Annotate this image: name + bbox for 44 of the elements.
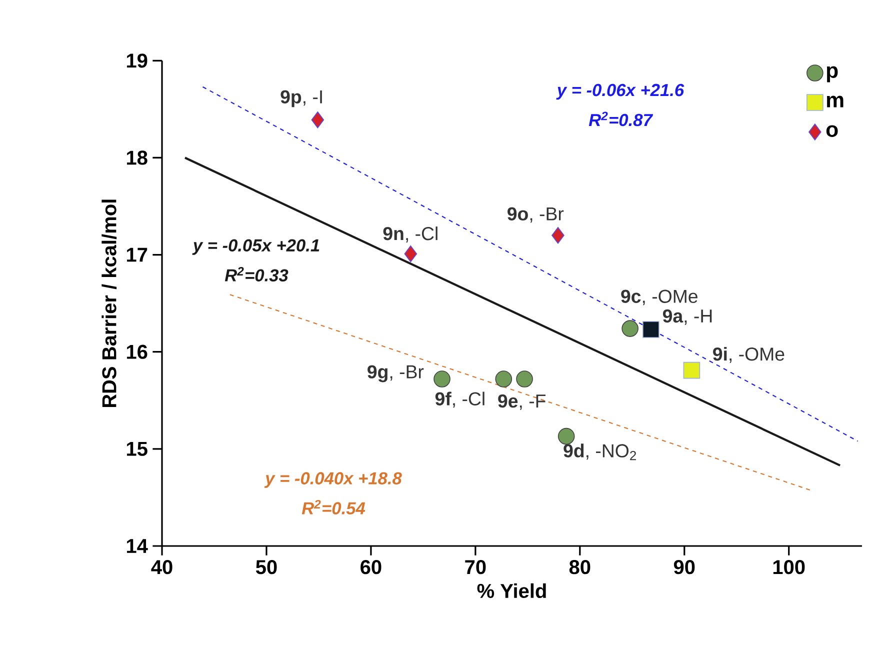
x-tick-label: 100	[773, 560, 805, 574]
text: y = -0.040x +18.8	[264, 472, 402, 488]
x-tick-label: 50	[256, 560, 277, 574]
point	[683, 362, 700, 379]
text: y = -0.06x +21.6	[556, 84, 684, 100]
point	[516, 370, 533, 388]
series-label: y = -0.05x +20.1	[192, 239, 320, 255]
annotation: 9i, -OMe	[713, 347, 784, 363]
point	[558, 428, 575, 445]
point	[495, 370, 512, 388]
annotation: 9o, -Br	[508, 207, 564, 223]
y-tick-label: 16	[126, 344, 148, 359]
x-axis-title: % Yield	[477, 583, 546, 598]
x-tick-label: 70	[465, 560, 486, 574]
y-tick-label: 19	[126, 54, 148, 68]
y-tick-label: 14	[126, 539, 148, 553]
annotation: 9c, -OMe	[621, 290, 698, 306]
x-tick-label: 40	[151, 560, 172, 574]
legend-label: m	[826, 96, 844, 108]
point	[404, 245, 418, 262]
annotation: R$^{2}$=0.54	[302, 500, 366, 514]
point	[434, 370, 450, 388]
annotation: 9a, -H	[662, 309, 712, 325]
legend-label: o	[826, 125, 838, 137]
y-axis-title: RDS Barrier / kcal/mol	[102, 200, 117, 408]
y-tick-label: 18	[126, 150, 148, 165]
annotation: R$^{2}$=0.33	[224, 267, 288, 282]
legend-label: p	[826, 66, 838, 82]
point	[642, 321, 660, 338]
y-tick-label: 15	[126, 442, 148, 456]
annotation: R$^{2}$=0.87	[588, 112, 654, 126]
annotation: 9d, -NO$_{2}$	[564, 444, 636, 460]
point	[311, 111, 324, 128]
x-tick-label: 60	[360, 560, 382, 574]
annotation: 9f, -Cl	[435, 392, 484, 408]
x-tick-label: 80	[569, 560, 590, 574]
annotation: 9g, -Br	[368, 365, 424, 382]
annotation: 9e, -F	[498, 394, 546, 410]
y-tick-label: 17	[126, 248, 148, 262]
annotation: 9p, -I	[280, 90, 322, 108]
point	[552, 226, 564, 244]
point	[622, 320, 638, 337]
annotation: 9n, -Cl	[383, 226, 438, 242]
x-tick-label: 90	[674, 560, 695, 574]
